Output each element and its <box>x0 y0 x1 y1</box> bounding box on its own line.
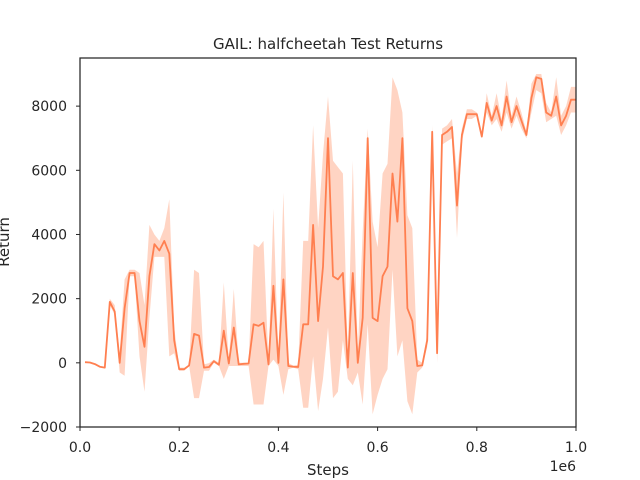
x-axis-ticks: 0.0 0.2 0.4 0.6 0.8 1.0 <box>69 427 587 456</box>
x-tick-label: 0.0 <box>69 440 91 456</box>
y-tick-label: 4000 <box>31 227 67 243</box>
y-tick-label: 6000 <box>31 163 67 179</box>
chart-title: GAIL: halfcheetah Test Returns <box>213 35 443 53</box>
x-axis-label: Steps <box>307 461 349 479</box>
x-tick-label: 0.4 <box>267 440 289 456</box>
x-tick-label: 0.2 <box>168 440 190 456</box>
y-tick-label: −2000 <box>20 420 67 436</box>
plot-frame <box>79 57 577 428</box>
x-axis-offset-label: 1e6 <box>550 459 577 475</box>
y-tick-label: 0 <box>58 356 67 372</box>
y-tick-label: 8000 <box>31 99 67 115</box>
x-tick-label: 0.8 <box>466 440 488 456</box>
x-tick-label: 0.6 <box>366 440 388 456</box>
y-axis-label: Return <box>0 217 13 267</box>
series-line-layer <box>84 76 576 371</box>
y-axis-ticks: −2000 0 2000 4000 6000 8000 <box>20 99 80 436</box>
series-0-line <box>84 76 576 371</box>
x-tick-label: 1.0 <box>565 440 587 456</box>
y-tick-label: 2000 <box>31 292 67 308</box>
